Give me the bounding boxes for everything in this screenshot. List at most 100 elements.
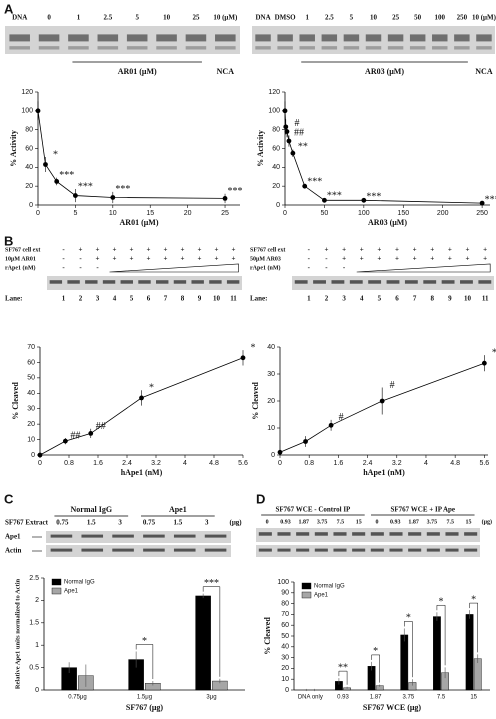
gel-band <box>343 34 360 42</box>
significance: # <box>339 412 344 423</box>
lane-number: 2 <box>325 295 329 303</box>
gel <box>256 528 480 542</box>
y-axis-label: % Cleaved <box>263 617 272 655</box>
lane-label: 10 (μM) <box>213 14 238 22</box>
bracket-label: AR01 (μM) <box>118 67 157 76</box>
row-mark: + <box>360 255 364 263</box>
bar <box>473 658 482 691</box>
y-axis-label: Relative Ape1 units normalized to Actin <box>14 578 21 689</box>
lane-label: 1.87 <box>299 519 310 525</box>
x-tick-label: 4 <box>183 460 187 467</box>
gel-band <box>365 46 382 50</box>
gel-band <box>277 34 293 42</box>
significance: *** <box>78 181 93 192</box>
lane-number: 10 <box>213 295 221 303</box>
row-mark: + <box>164 255 168 263</box>
gel-band <box>299 46 315 50</box>
significance: *** <box>327 191 342 202</box>
row-mark: - <box>62 255 65 263</box>
significance-bracket <box>469 602 478 653</box>
gel-band <box>112 534 134 538</box>
gel-band <box>454 46 470 50</box>
x-tick-label: 2.4 <box>122 460 132 467</box>
x-axis-label: SF767 (μg) <box>126 703 164 712</box>
gel-band <box>352 548 366 552</box>
gel-band <box>85 280 98 284</box>
row-mark: + <box>232 255 236 263</box>
lane-number: 4 <box>360 295 364 303</box>
row-mark: - <box>325 264 328 272</box>
legend-label: Normal IgG <box>314 584 345 590</box>
lane-label: 0.93 <box>390 519 401 525</box>
gel-band <box>49 280 63 284</box>
gel <box>46 545 231 557</box>
significance: * <box>373 646 378 657</box>
gel-band <box>432 46 448 50</box>
bar <box>465 614 474 691</box>
lane-title: Lane: <box>250 295 268 303</box>
lane-label: 0.75 <box>143 519 156 527</box>
row-mark: - <box>308 255 311 263</box>
data-point <box>322 197 327 203</box>
data-point <box>240 355 246 361</box>
significance: ## <box>70 430 80 441</box>
gel-band <box>50 534 73 538</box>
x-axis-label: AR03 (μM) <box>368 218 407 227</box>
x-tick-label: 1.6 <box>93 460 103 467</box>
row-mark: + <box>96 255 100 263</box>
lane-label: 10 <box>163 14 171 22</box>
x-tick-label: 25 <box>221 210 229 217</box>
panel-letter: D <box>256 491 265 506</box>
x-tick-label: 3.75 <box>402 695 414 701</box>
gel-band <box>173 534 196 538</box>
gel-band <box>368 280 382 284</box>
gel-band <box>408 548 422 552</box>
gel-band <box>258 548 272 552</box>
row-mark: + <box>79 246 83 254</box>
gel-band <box>143 548 165 552</box>
data-point <box>277 449 283 455</box>
y-tick-label: 10 <box>267 425 275 432</box>
row-label: 10μM AR01 <box>5 256 36 262</box>
gel-band <box>215 34 236 42</box>
x-tick-label: 0 <box>283 210 287 217</box>
lane-label: 25 <box>192 14 200 22</box>
gel-band <box>173 548 196 552</box>
x-tick-label: 15 <box>146 210 154 217</box>
lane-label: (μg) <box>482 518 492 525</box>
gel-band <box>204 534 227 538</box>
gel-band <box>445 532 459 536</box>
lane-number: 3 <box>342 295 346 303</box>
gel-band <box>156 34 177 42</box>
y-tick-label: 80 <box>272 127 280 134</box>
row-mark: + <box>215 255 219 263</box>
gel-band <box>185 46 207 50</box>
data-point <box>62 438 68 444</box>
gel-band <box>423 280 437 284</box>
row-mark: - <box>308 264 311 272</box>
row-mark: + <box>360 246 364 254</box>
gel-band <box>409 46 426 50</box>
y-axis-label: % Activity <box>256 130 265 167</box>
legend-label: Ape1 <box>314 593 329 599</box>
row-label: rApe1 (nM) <box>5 264 36 271</box>
y-tick-label: 60 <box>281 622 289 629</box>
x-tick-label: 250 <box>476 210 488 217</box>
row-mark: + <box>483 255 487 263</box>
x-tick-label: 100 <box>358 210 370 217</box>
x-tick-label: 3.2 <box>392 460 402 467</box>
gel-band <box>314 548 328 552</box>
significance-bracket <box>436 604 446 666</box>
gel-band <box>314 532 328 536</box>
row-mark: + <box>430 255 434 263</box>
gel-band <box>445 548 459 552</box>
data-point <box>361 197 367 203</box>
significance: ## <box>96 421 106 432</box>
y-tick-label: 30 <box>281 654 289 661</box>
bar <box>433 616 441 691</box>
lane-label: 5 <box>135 14 139 22</box>
y-tick-label: 0.5 <box>29 664 39 671</box>
row-mark: - <box>79 255 82 263</box>
lane-label: 3 <box>118 519 122 527</box>
lane-label: 3.75 <box>427 519 438 525</box>
